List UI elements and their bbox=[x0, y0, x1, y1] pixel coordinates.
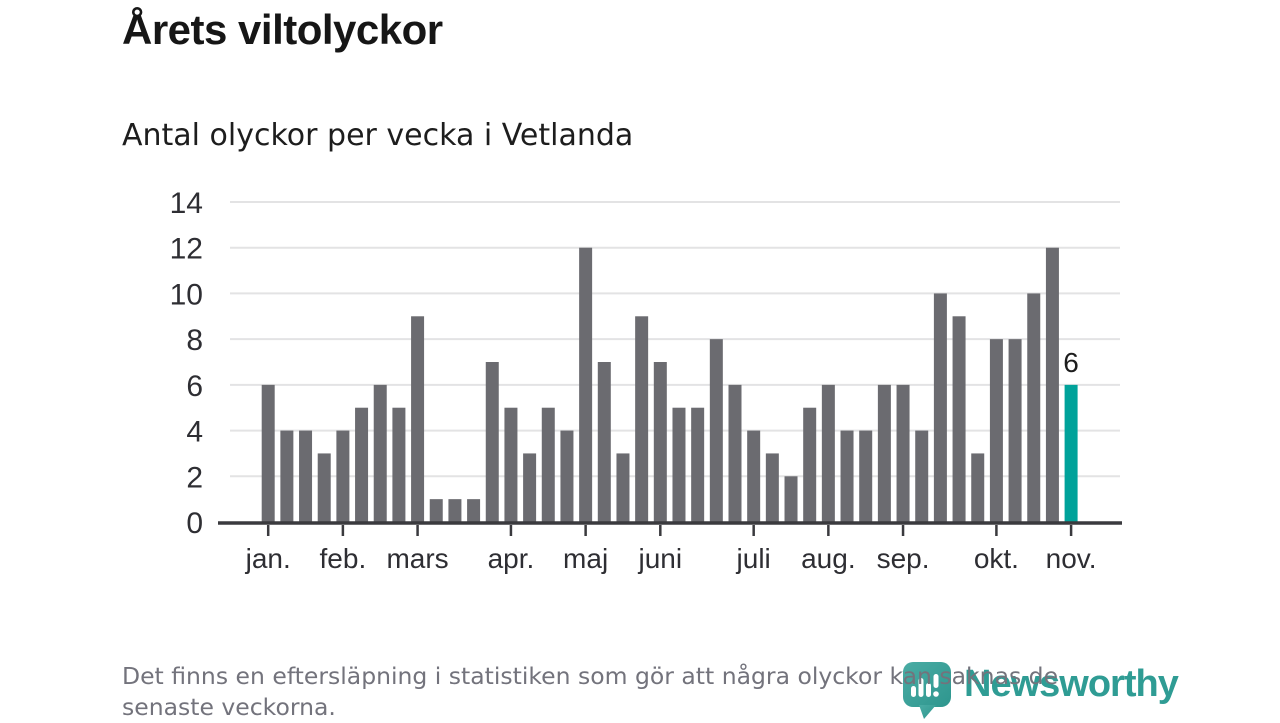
y-axis-label-14: 14 bbox=[170, 187, 203, 220]
footer-note: Det finns en eftersläpning i statistiken… bbox=[122, 661, 1058, 723]
x-axis-label-apr.: apr. bbox=[488, 543, 535, 574]
bar-week-35 bbox=[896, 384, 910, 522]
bar-week-9 bbox=[411, 316, 425, 522]
x-axis-label-nov.: nov. bbox=[1046, 543, 1097, 574]
bar-week-29 bbox=[784, 476, 798, 522]
bar-week-34 bbox=[877, 384, 891, 522]
bar-week-24 bbox=[691, 407, 705, 522]
bar-week-12 bbox=[467, 499, 481, 522]
bar-week-17 bbox=[560, 430, 574, 522]
bar-week-38 bbox=[952, 316, 966, 522]
bar-week-27 bbox=[747, 430, 761, 522]
chart-subtitle: Antal olyckor per vecka i Vetlanda bbox=[122, 118, 634, 153]
bar-week-25 bbox=[709, 339, 723, 522]
x-axis-label-sep.: sep. bbox=[877, 543, 930, 574]
y-axis-label-8: 8 bbox=[186, 324, 203, 357]
y-axis-label-6: 6 bbox=[186, 370, 203, 403]
x-axis-label-okt.: okt. bbox=[974, 543, 1019, 574]
logo-bar-1 bbox=[911, 686, 916, 697]
bar-week-44 bbox=[1064, 384, 1078, 522]
bar-week-30 bbox=[803, 407, 817, 522]
bar-week-13 bbox=[485, 362, 499, 522]
viltolyckor-bar-chart: 0 2 4 6 8 10 12 14 jan. feb. mars apr. maj juni juli au… bbox=[170, 187, 1122, 574]
y-axis-label-0: 0 bbox=[186, 507, 203, 540]
logo-bar-2 bbox=[918, 678, 924, 697]
bar-week-32 bbox=[840, 430, 854, 522]
bar-week-11 bbox=[448, 499, 462, 522]
bar-week-28 bbox=[765, 453, 779, 522]
logo-exclamation-bar bbox=[933, 674, 939, 688]
x-axis-label-mars: mars bbox=[386, 543, 448, 574]
bar-week-1 bbox=[261, 384, 275, 522]
bar-week-10 bbox=[429, 499, 443, 522]
y-axis-label-12: 12 bbox=[170, 233, 203, 266]
bar-week-26 bbox=[728, 384, 742, 522]
bar-week-20 bbox=[616, 453, 630, 522]
y-axis-label-10: 10 bbox=[170, 278, 203, 311]
bar-week-5 bbox=[336, 430, 350, 522]
footer-note-line1: Det finns en eftersläpning i statistiken… bbox=[122, 662, 1059, 690]
bar-week-22 bbox=[653, 362, 667, 522]
bar-week-19 bbox=[597, 362, 611, 522]
bar-week-18 bbox=[579, 247, 593, 522]
bar-week-6 bbox=[355, 407, 369, 522]
footer-note-line2: senaste veckorna. bbox=[122, 693, 336, 721]
y-axis-label-2: 2 bbox=[186, 461, 203, 494]
logo-exclamation-dot bbox=[933, 691, 939, 697]
logo-bar-3 bbox=[926, 683, 931, 697]
bar-week-31 bbox=[821, 384, 835, 522]
bar-week-14 bbox=[504, 407, 518, 522]
bar-week-23 bbox=[672, 407, 686, 522]
bar-week-15 bbox=[523, 453, 537, 522]
page-title: Årets viltolyckor bbox=[122, 6, 443, 53]
bar-week-37 bbox=[933, 293, 947, 522]
x-axis-label-juli: juli bbox=[736, 543, 771, 574]
bar-week-2 bbox=[280, 430, 294, 522]
bar-week-36 bbox=[915, 430, 929, 522]
x-axis-label-aug.: aug. bbox=[801, 543, 856, 574]
bar-week-40 bbox=[989, 339, 1003, 522]
highlight-value-label: 6 bbox=[1063, 347, 1079, 378]
bar-week-8 bbox=[392, 407, 406, 522]
bar-week-43 bbox=[1045, 247, 1059, 522]
newsworthy-logo[interactable]: Newsworthy bbox=[899, 659, 1179, 720]
x-axis-label-jan.: jan. bbox=[245, 543, 291, 574]
bar-week-33 bbox=[859, 430, 873, 522]
x-axis-label-feb.: feb. bbox=[320, 543, 367, 574]
y-axis-label-4: 4 bbox=[186, 416, 203, 449]
x-axis-label-maj: maj bbox=[563, 543, 608, 574]
bar-week-21 bbox=[635, 316, 649, 522]
bar-week-41 bbox=[1008, 339, 1022, 522]
bar-week-3 bbox=[299, 430, 313, 522]
newsworthy-logo-text: Newsworthy bbox=[964, 663, 1179, 705]
bar-week-42 bbox=[1027, 293, 1041, 522]
bar-week-39 bbox=[971, 453, 985, 522]
newsworthy-logo-icon bbox=[903, 662, 951, 719]
bar-week-16 bbox=[541, 407, 555, 522]
logo-bubble-tail bbox=[919, 705, 936, 719]
x-axis-label-juni: juni bbox=[638, 543, 683, 574]
bar-week-4 bbox=[317, 453, 331, 522]
bar-week-7 bbox=[373, 384, 387, 522]
